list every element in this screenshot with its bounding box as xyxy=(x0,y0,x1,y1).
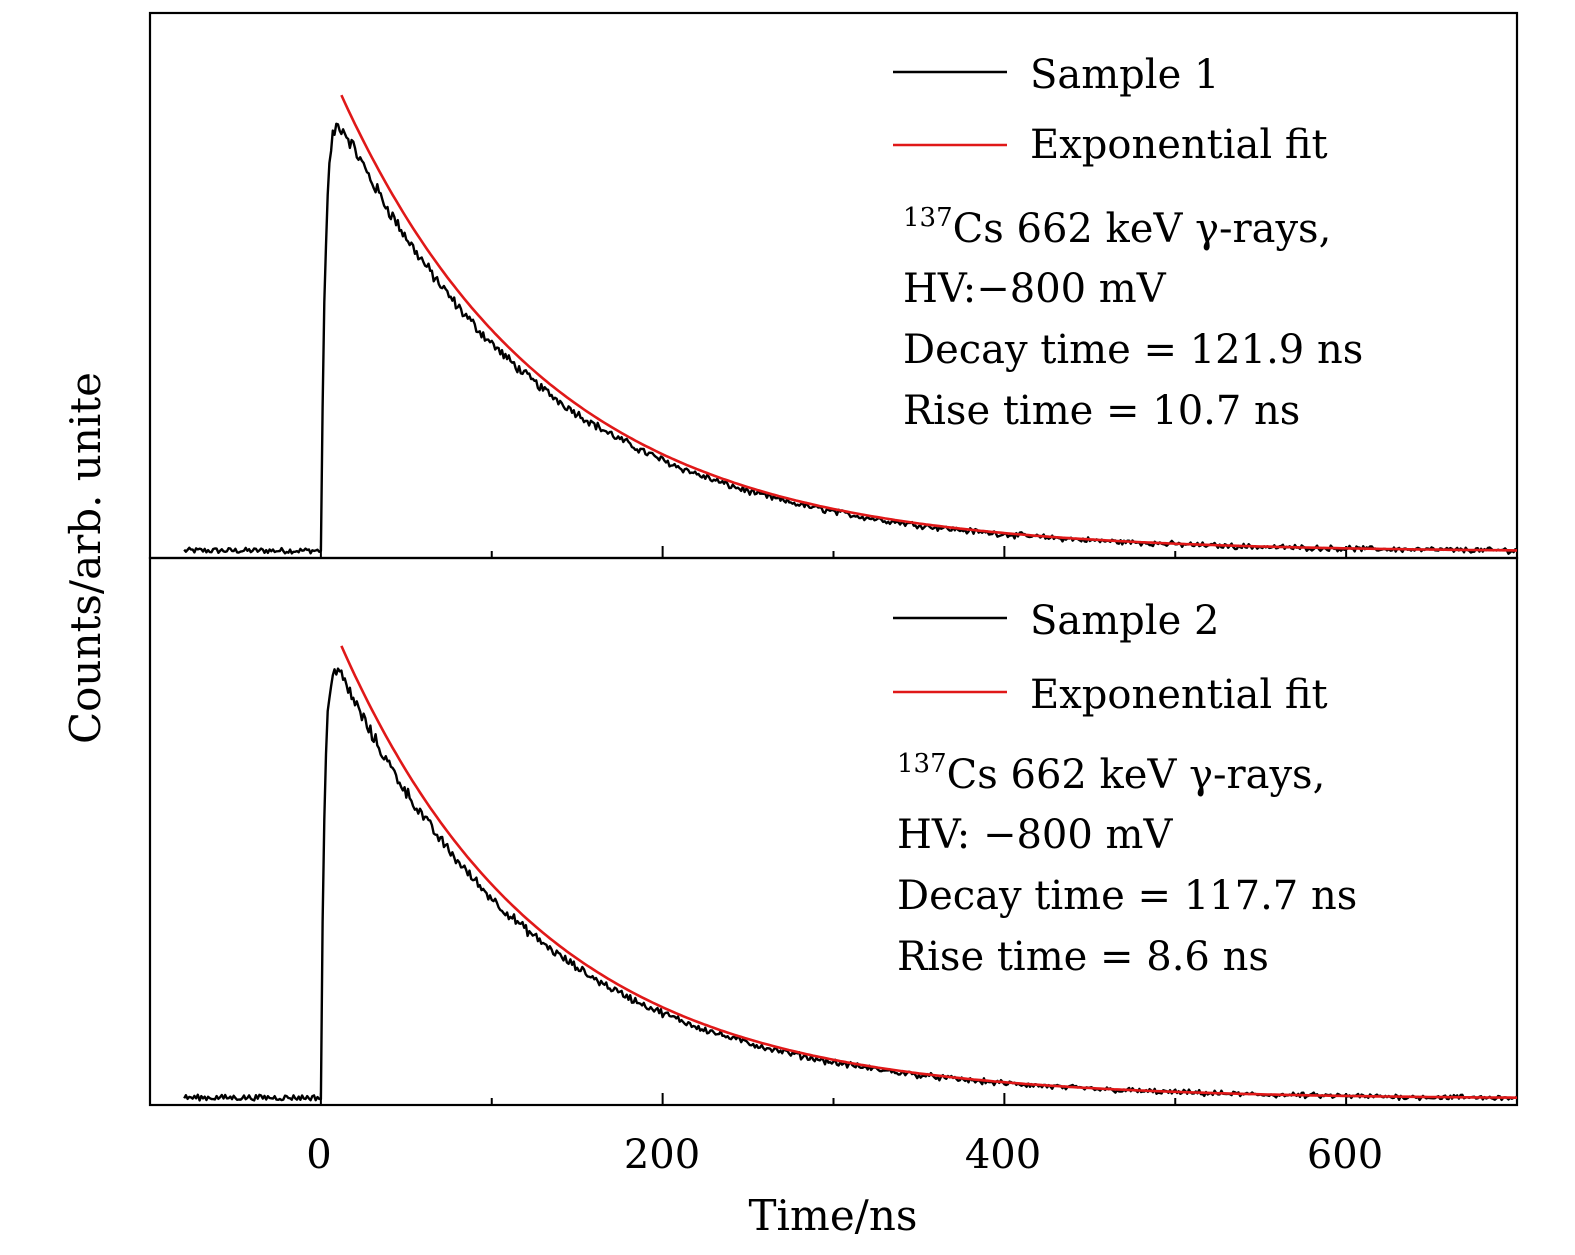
x-ticks xyxy=(319,546,1348,1105)
x-axis-label: Time/ns xyxy=(749,1191,918,1240)
annotation-hv-bottom: HV: −800 mV xyxy=(897,812,1173,858)
annotation-source-top: 137Cs 662 keV γ-rays, xyxy=(903,203,1331,252)
annotation-rise-top: Rise time = 10.7 ns xyxy=(903,388,1300,434)
bottom-panel-frame xyxy=(148,556,1519,1107)
legend-label-fit-2: Exponential fit xyxy=(1030,672,1328,718)
x-tick-label-600: 600 xyxy=(1307,1132,1383,1178)
annotation-decay-top: Decay time = 121.9 ns xyxy=(903,327,1363,373)
isotope-line-text: Cs 662 keV γ-rays, xyxy=(947,752,1326,798)
top-panel-series xyxy=(183,94,1518,555)
top-annotation: 137Cs 662 keV γ-rays, HV:−800 mV Decay t… xyxy=(903,203,1363,434)
annotation-hv-top: HV:−800 mV xyxy=(903,266,1167,312)
x-tick-labels: 0 200 400 600 xyxy=(306,1132,1383,1178)
legend-label-fit-1: Exponential fit xyxy=(1030,122,1328,168)
isotope-mass-number: 137 xyxy=(897,749,947,779)
top-panel-frame xyxy=(148,11,1519,560)
fit-series-1 xyxy=(340,94,1517,552)
annotation-rise-bottom: Rise time = 8.6 ns xyxy=(897,934,1269,980)
bottom-legend: Sample 2 Exponential fit xyxy=(893,598,1328,718)
x-tick-label-200: 200 xyxy=(624,1132,700,1178)
measured-series-1 xyxy=(183,122,1518,555)
x-tick-label-0: 0 xyxy=(306,1132,331,1178)
isotope-mass-number: 137 xyxy=(903,203,953,233)
bottom-annotation: 137Cs 662 keV γ-rays, HV: −800 mV Decay … xyxy=(897,749,1357,980)
isotope-line-text: Cs 662 keV γ-rays, xyxy=(953,206,1332,252)
fit-series-2 xyxy=(340,645,1517,1099)
y-axis-label: Counts/arb. unite xyxy=(61,372,110,744)
bottom-panel-series xyxy=(183,645,1518,1102)
legend-label-sample-2: Sample 2 xyxy=(1030,598,1219,644)
legend-label-sample-1: Sample 1 xyxy=(1030,52,1219,98)
annotation-decay-bottom: Decay time = 117.7 ns xyxy=(897,873,1357,919)
annotation-source-bottom: 137Cs 662 keV γ-rays, xyxy=(897,749,1325,798)
x-tick-label-400: 400 xyxy=(965,1132,1041,1178)
top-legend: Sample 1 Exponential fit xyxy=(893,52,1328,168)
